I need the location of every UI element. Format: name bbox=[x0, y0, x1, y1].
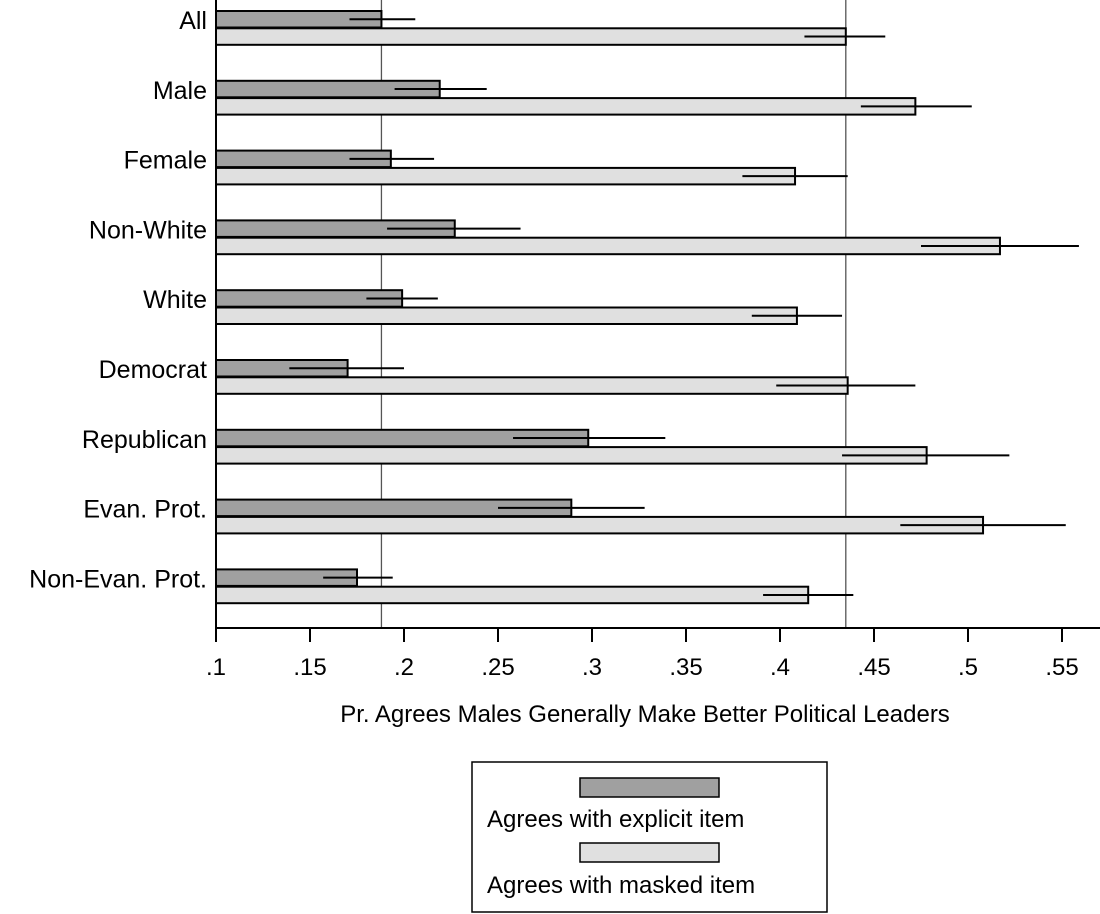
x-axis-title: Pr. Agrees Males Generally Make Better P… bbox=[340, 701, 950, 728]
category-label: Non-Evan. Prot. bbox=[29, 565, 207, 593]
category-label: Male bbox=[153, 77, 207, 105]
x-tick-label: .3 bbox=[582, 654, 602, 681]
axes: .1 .15 .2 .25 .3 .35 .4 .45 .5 .55 bbox=[206, 0, 1100, 681]
category-label: All bbox=[179, 7, 207, 35]
category-label: White bbox=[143, 286, 207, 314]
x-tick-label: .1 bbox=[206, 654, 226, 681]
legend-label-explicit: Agrees with explicit item bbox=[487, 806, 744, 833]
legend-swatch-masked bbox=[579, 842, 720, 863]
bar-masked bbox=[215, 166, 797, 186]
category-label: Female bbox=[124, 147, 207, 175]
bar-masked bbox=[215, 446, 928, 465]
legend-label-masked: Agrees with masked item bbox=[487, 872, 755, 899]
x-tick-label: .25 bbox=[481, 654, 514, 681]
x-tick-label: .15 bbox=[293, 654, 326, 681]
x-tick-label: .45 bbox=[857, 654, 890, 681]
category-label: Democrat bbox=[99, 356, 207, 384]
category-labels: All Male Female Non-White White Democrat Repub… bbox=[29, 7, 207, 593]
x-tick-label: .2 bbox=[394, 654, 414, 681]
bar-masked bbox=[215, 515, 985, 535]
x-tick-label: .4 bbox=[770, 654, 790, 681]
x-tick-label: .5 bbox=[958, 654, 978, 681]
x-tick-label: .35 bbox=[669, 654, 702, 681]
bars bbox=[215, 10, 1079, 605]
category-label: Republican bbox=[82, 426, 207, 454]
legend: Agrees with explicit item Agrees with ma… bbox=[471, 761, 828, 913]
bar-masked bbox=[215, 97, 917, 116]
bar-masked bbox=[215, 585, 810, 605]
x-tick-label: .55 bbox=[1045, 654, 1078, 681]
bar-masked bbox=[215, 306, 798, 325]
bar-masked bbox=[215, 27, 847, 46]
category-label: Non-White bbox=[89, 216, 207, 244]
bar-masked bbox=[215, 376, 849, 395]
legend-swatch-explicit bbox=[579, 777, 720, 798]
bar-masked bbox=[215, 236, 1001, 256]
category-label: Evan. Prot. bbox=[83, 496, 207, 524]
